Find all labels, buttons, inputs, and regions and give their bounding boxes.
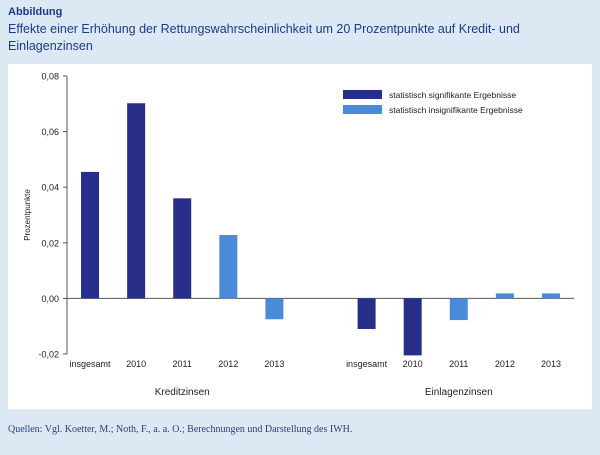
bar-kreditzinsen-insgesamt	[81, 171, 100, 299]
x-tick-label: 2010	[403, 359, 423, 369]
figure-title: Effekte einer Erhöhung der Rettungswahrs…	[8, 22, 520, 53]
y-tick-label: 0,04	[41, 183, 59, 193]
bar-einlagenzinsen-insgesamt	[357, 298, 376, 329]
x-tick-label: 2010	[126, 359, 146, 369]
x-tick-label: 2011	[173, 359, 192, 369]
y-tick-label: 0,06	[41, 127, 59, 137]
group-label: Einlagenzinsen	[425, 387, 493, 398]
x-tick-label: 2013	[541, 359, 561, 369]
legend-swatch-insignificant	[343, 105, 382, 114]
x-tick-label: 2013	[264, 359, 284, 369]
chart-panel: -0,02 0,00 0,02 0,04 0,06 0,08 Prozentpunkte in…	[8, 64, 592, 409]
x-tick-label: 2012	[495, 359, 515, 369]
x-tick-label: 2012	[218, 359, 238, 369]
bar-einlagenzinsen-2010	[403, 298, 422, 356]
source-note: Quellen: Vgl. Koetter, M.; Noth, F., a. …	[8, 424, 353, 435]
bar-kreditzinsen-2012	[219, 235, 238, 299]
legend-swatch-significant	[343, 90, 382, 99]
x-tick-label: insgesamt	[70, 359, 112, 369]
x-tick-label: 2011	[449, 359, 468, 369]
x-tick-label: insgesamt	[346, 359, 388, 369]
y-tick-label: 0,08	[41, 72, 59, 82]
y-axis-label: Prozentpunkte	[23, 189, 32, 241]
group-label: Kreditzinsen	[155, 387, 210, 398]
y-tick-label: 0,00	[41, 294, 59, 304]
y-tick-label: -0,02	[38, 350, 59, 360]
bar-einlagenzinsen-2012	[495, 293, 514, 299]
legend-label-insignificant: statistisch insignifikante Ergebnisse	[389, 105, 523, 115]
bar-kreditzinsen-2010	[127, 103, 146, 299]
bar-einlagenzinsen-2013	[541, 293, 560, 299]
legend-label-significant: statistisch signifikante Ergebnisse	[389, 90, 516, 100]
y-tick-label: 0,02	[41, 238, 59, 248]
figure-label: Abbildung	[8, 6, 63, 18]
bar-kreditzinsen-2013	[265, 298, 284, 320]
bar-kreditzinsen-2011	[173, 198, 192, 299]
bar-einlagenzinsen-2011	[449, 298, 468, 321]
bar-chart: -0,02 0,00 0,02 0,04 0,06 0,08 Prozentpunkte in…	[23, 72, 574, 398]
